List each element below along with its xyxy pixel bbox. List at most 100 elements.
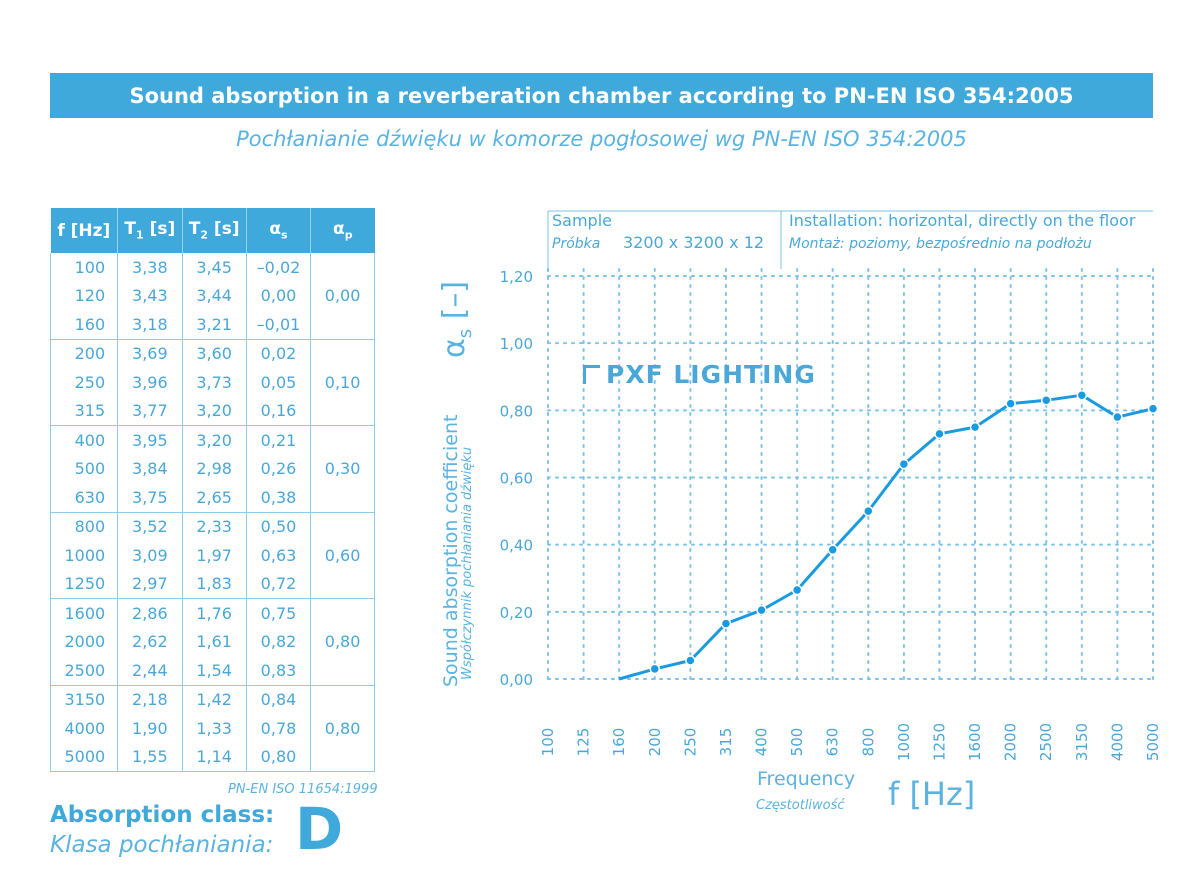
y-tick-label: 0,60 [500, 470, 533, 488]
x-tick-label: 5000 [1144, 723, 1162, 761]
cell-t1: 3,43 [117, 281, 183, 310]
cell-as: –0,01 [245, 310, 312, 340]
cell-alpha-p: 0,80 [310, 685, 375, 772]
cell-t2: 1,54 [181, 656, 247, 686]
table-row: 400 3,95 3,20 0,21 0,30 [49, 425, 375, 513]
cell-f: 315 [49, 396, 119, 426]
cell-alpha-p: 0,10 [310, 339, 375, 426]
cell-t2: 1,14 [181, 742, 247, 772]
page-subtitle: Pochłanianie dźwięku w komorze pogłosowe… [236, 127, 967, 151]
cell-t2: 1,83 [181, 569, 247, 599]
cell-as: 0,72 [245, 569, 312, 599]
x-tick-label: 800 [859, 728, 877, 757]
installation-label: Installation: horizontal, directly on th… [789, 211, 1136, 230]
cell-f: 2500 [49, 656, 119, 686]
x-tick-label: 200 [646, 728, 664, 757]
cell-f: 1600 [49, 598, 119, 628]
sample-label-pl: Próbka [552, 236, 601, 252]
cell-t2: 3,45 [181, 253, 247, 282]
cell-t1: 1,90 [117, 714, 183, 743]
cell-f: 4000 [49, 714, 119, 743]
cell-t2: 1,76 [181, 598, 247, 628]
installation-label-pl: Montaż: poziomy, bezpośrednio na podłożu [789, 236, 1092, 252]
table-row: 1600 2,86 1,76 0,75 0,80 [49, 598, 375, 686]
data-point [1112, 411, 1123, 423]
data-point [1005, 398, 1016, 409]
cell-t2: 3,60 [181, 339, 247, 368]
cell-t2: 3,44 [181, 281, 247, 310]
x-tick-label: 315 [717, 728, 735, 757]
data-point [1147, 403, 1159, 414]
header-alpha-s: αs [246, 208, 312, 253]
cell-f: 400 [49, 425, 119, 455]
cell-alpha-p: 0,60 [310, 512, 375, 599]
sample-info: Sample Próbka [552, 211, 612, 269]
table-row: 5000 1,55 1,14 0,80 [49, 742, 375, 772]
table-row: 200 3,69 3,60 0,02 0,10 [49, 339, 375, 426]
table-row: 800 3,52 2,33 0,50 0,60 [49, 512, 375, 599]
cell-f: 200 [49, 339, 119, 368]
table-header-row: f [Hz] T1 [s] T2 [s] αs αp [50, 208, 375, 253]
cell-as: 0,75 [245, 598, 312, 628]
y-tick-label: 1,00 [500, 335, 533, 353]
cell-t1: 1,55 [117, 742, 183, 772]
table-row: 160 3,18 3,21 –0,01 [49, 310, 375, 340]
title-banner: Sound absorption in a reverberation cham… [50, 73, 1153, 118]
x-tick-label: 160 [610, 728, 628, 757]
cell-t2: 1,42 [181, 685, 247, 714]
cell-as: 0,82 [245, 627, 312, 656]
cell-f: 1000 [49, 541, 119, 570]
header-t2: T2 [s] [182, 208, 247, 253]
table-row: 1250 2,97 1,83 0,72 [49, 569, 375, 599]
data-point [756, 604, 767, 616]
cell-as: 0,26 [245, 454, 312, 483]
x-tick-label: 100 [539, 728, 557, 757]
table-row: 1000 3,09 1,97 0,63 [49, 541, 375, 570]
absorption-class-label-pl: Klasa pochłaniania: [50, 832, 274, 858]
cell-t1: 3,52 [117, 512, 183, 541]
y-tick-label: 0,20 [500, 604, 533, 622]
header-t1: T1 [s] [117, 208, 183, 253]
cell-alpha-p: 0,30 [310, 425, 375, 513]
y-axis-label-pl: Współczynnik pochłaniania dźwięku [460, 446, 475, 680]
cell-t1: 2,62 [117, 627, 183, 656]
x-axis-label-pl: Częstotliwość [756, 798, 845, 813]
series-line [618, 393, 1154, 681]
y-axis-label: Sound absorption coefficient [440, 414, 462, 687]
cell-as: 0,80 [245, 742, 312, 772]
cell-t1: 2,18 [117, 685, 183, 714]
x-tick-label: 250 [681, 728, 699, 757]
data-point [898, 458, 910, 470]
cell-f: 100 [49, 253, 119, 282]
data-point [969, 421, 981, 433]
x-axis-unit: f [Hz] [888, 775, 976, 813]
data-point [1076, 389, 1088, 401]
table-row: 2000 2,62 1,61 0,82 [49, 627, 375, 656]
table-row: 120 3,43 3,44 0,00 [49, 281, 375, 310]
cell-t1: 3,77 [117, 396, 183, 426]
table-row: 100 3,38 3,45 –0,02 0,00 [49, 253, 375, 340]
cell-t2: 1,33 [181, 714, 247, 743]
x-tick-label: 2500 [1037, 723, 1055, 761]
header-f: f [Hz] [50, 208, 119, 253]
x-tick-label: 500 [788, 728, 806, 757]
absorption-class-label: Absorption class: [50, 802, 275, 828]
cell-f: 630 [49, 483, 119, 513]
y-tick-label: 0,40 [500, 537, 533, 555]
cell-t1: 3,75 [117, 483, 183, 513]
y-tick-label: 0,00 [500, 671, 533, 689]
installation-info: Installation: horizontal, directly on th… [789, 211, 1135, 269]
data-point [791, 584, 803, 596]
cell-alpha-p: 0,00 [310, 253, 375, 340]
x-tick-label: 1600 [966, 723, 984, 761]
cell-t2: 3,21 [181, 310, 247, 340]
cell-alpha-p: 0,80 [310, 598, 375, 686]
cell-as: 0,38 [245, 483, 312, 513]
table-row: 315 3,77 3,20 0,16 [49, 396, 375, 426]
cell-f: 3150 [49, 685, 119, 714]
cell-t2: 2,33 [181, 512, 247, 541]
cell-t1: 3,18 [117, 310, 183, 340]
cell-t2: 3,20 [181, 396, 247, 426]
cell-t1: 3,69 [117, 339, 183, 368]
